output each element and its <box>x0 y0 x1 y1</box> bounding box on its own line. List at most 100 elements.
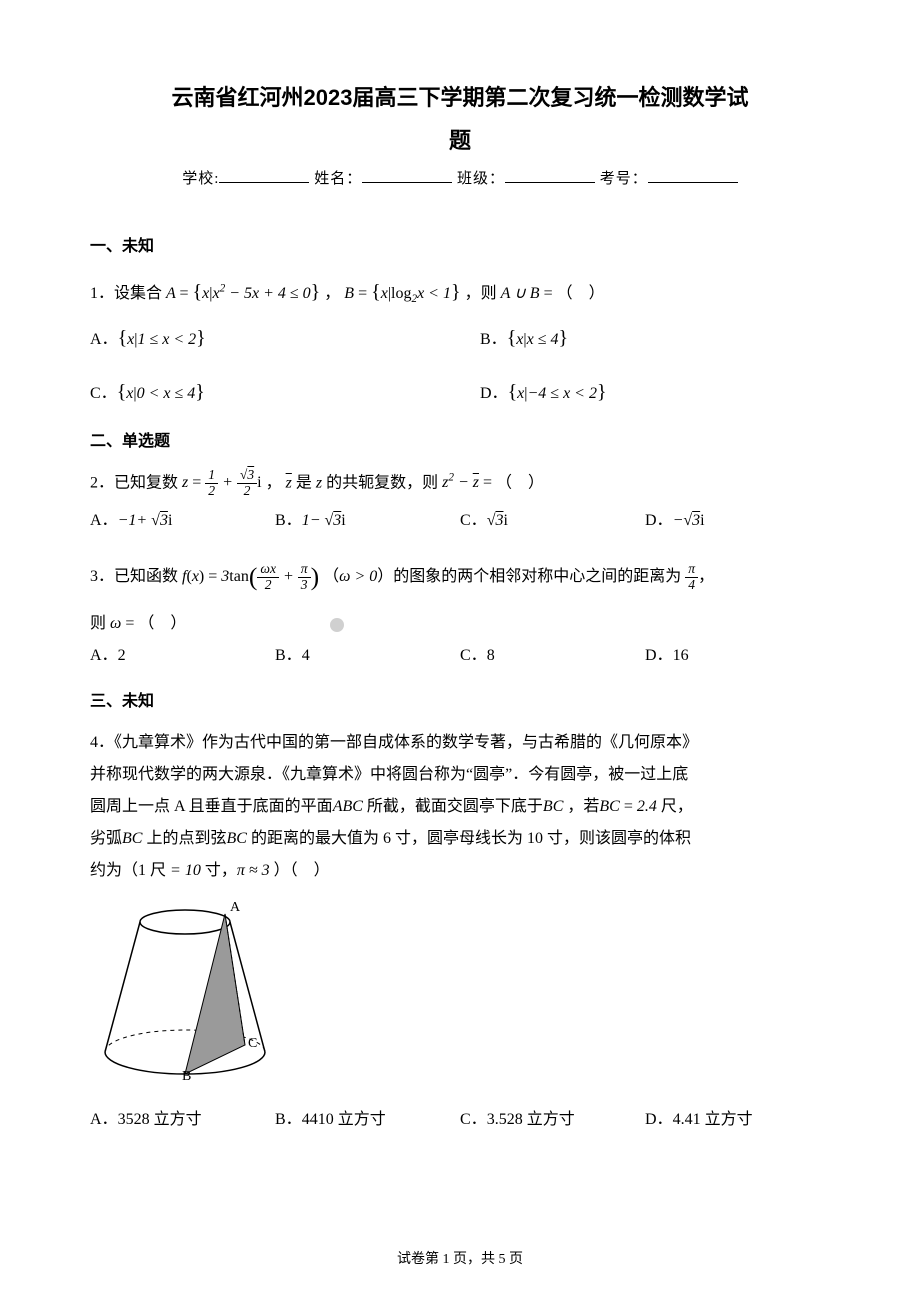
q4-t3a: 圆周上一点 A 且垂直于底面的平面 <box>90 798 333 815</box>
q1-text-a: 设集合 <box>114 285 162 302</box>
q4-line4: 劣弧BC 上的点到弦BC 的距离的最大值为 6 寸，圆亭母线长为 10 寸，则该… <box>90 823 830 855</box>
q1-A-label: A． <box>90 331 118 348</box>
q4-pi3: π ≈ 3 <box>237 862 270 879</box>
q4-line5: 约为（1 尺 = 10 寸，π ≈ 3 ）（ ） <box>90 855 830 887</box>
q4-BC2: BC <box>122 830 142 847</box>
blank-school <box>219 169 309 183</box>
q4-eq10: = 10 <box>166 862 201 879</box>
q4-t5a: 约为（1 尺 <box>90 862 166 879</box>
figure-label-A: A <box>230 900 241 915</box>
q2-z: z <box>316 474 322 491</box>
q3-stem: 3．已知函数 f(x) = 3tan(ωx2 + π3) （ω > 0）的图象的… <box>90 551 830 602</box>
q2-A-tail: i <box>168 512 172 529</box>
blank-examno <box>648 169 738 183</box>
q1-D-label: D． <box>480 385 508 402</box>
page-footer: 试卷第 1 页，共 5 页 <box>0 1247 920 1272</box>
q2-blank: （ ） <box>496 474 544 491</box>
q2-options: A．−1+ √3i B．1− √3i C．√3i D．−√3i <box>90 505 830 537</box>
q4-C-val: 3.528 立方寸 <box>487 1111 575 1128</box>
label-school: 学校: <box>182 171 219 187</box>
q2-A-math: −1+ √3 <box>118 512 168 529</box>
q3-pi4: π4 <box>685 568 698 585</box>
q1-C-math: {x|0 < x ≤ 4} <box>117 385 205 402</box>
q2-B-label: B． <box>275 512 302 529</box>
q3-text-b: （ <box>323 568 339 585</box>
q1-blank: （ ） <box>557 285 605 302</box>
q1-option-B: B．{x|x ≤ 4} <box>480 318 830 358</box>
q3-B-label: B． <box>275 647 302 664</box>
q4-option-A: A．3528 立方寸 <box>90 1104 275 1136</box>
q4-option-C: C．3.528 立方寸 <box>460 1104 645 1136</box>
q3-text-c: ）的图象的两个相邻对称中心之间的距离为 <box>377 568 681 585</box>
exam-title-line1: 云南省红河州2023届高三下学期第二次复习统一检测数学试 <box>90 80 830 115</box>
q3-options: A．2 B．4 C．8 D．16 <box>90 640 830 672</box>
q2-D-math: −√3 <box>673 512 701 529</box>
q2-D-label: D． <box>645 512 673 529</box>
q3-A-val: 2 <box>118 647 126 664</box>
q2-B-math: 1− √3 <box>302 512 342 529</box>
q2-text-d: 的共轭复数，则 <box>326 474 438 491</box>
q3-option-A: A．2 <box>90 640 275 672</box>
q1-B-math: {x|x ≤ 4} <box>507 331 568 348</box>
q3-D-val: 16 <box>673 647 689 664</box>
q4-A-val: 3528 立方寸 <box>118 1111 202 1128</box>
figure-label-C: C <box>248 1036 257 1051</box>
q3-text-d: 则 <box>90 615 106 632</box>
q4-t5c: ）（ ） <box>274 862 330 879</box>
blank-name <box>362 169 452 183</box>
q1-text-c: ，则 <box>465 285 497 302</box>
q2-expr: z2 − z = <box>442 474 492 491</box>
q1-text-b: ， <box>324 285 340 302</box>
q2-C-tail: i <box>503 512 507 529</box>
q3-C-label: C． <box>460 647 487 664</box>
q1-set-A: A = {x|x2 − 5x + 4 ≤ 0} <box>166 285 320 302</box>
q2-A-label: A． <box>90 512 118 529</box>
q1-stem: 1．设集合 A = {x|x2 − 5x + 4 ≤ 0} ， B = {x|l… <box>90 272 830 312</box>
q3-stem-line2: 则 ω = （ ） <box>90 608 830 640</box>
q3-option-B: B．4 <box>275 640 460 672</box>
q4-t4c: 的距离的最大值为 6 寸，圆亭母线长为 10 寸，则该圆亭的体积 <box>251 830 691 847</box>
q4-line3: 圆周上一点 A 且垂直于底面的平面ABC 所截，截面交圆亭下底于BC ，若BC … <box>90 791 830 823</box>
q3-blank: （ ） <box>138 615 186 632</box>
q4-t5b: 寸， <box>205 862 237 879</box>
question-2: 2．已知复数 z = 12 + √32i ， z 是 z 的共轭复数，则 z2 … <box>90 467 830 537</box>
q2-option-D: D．−√3i <box>645 505 830 537</box>
q4-option-D: D．4.41 立方寸 <box>645 1104 830 1136</box>
q2-B-tail: i <box>341 512 345 529</box>
q2-text-b: ， <box>266 474 282 491</box>
q2-option-C: C．√3i <box>460 505 645 537</box>
q1-C-label: C． <box>90 385 117 402</box>
q4-t1: 《九章算术》作为古代中国的第一部自成体系的数学专著，与古希腊的《几何原本》 <box>114 734 698 751</box>
q2-stem: 2．已知复数 z = 12 + √32i ， z 是 z 的共轭复数，则 z2 … <box>90 467 830 499</box>
student-info-line: 学校: 姓名： 班级： 考号： <box>90 166 830 193</box>
figure-label-B: B <box>182 1069 191 1082</box>
exam-title-line2: 题 <box>90 123 830 158</box>
q4-line1: 4．《九章算术》作为古代中国的第一部自成体系的数学专著，与古希腊的《几何原本》 <box>90 727 830 759</box>
q2-option-B: B．1− √3i <box>275 505 460 537</box>
q1-option-C: C．{x|0 < x ≤ 4} <box>90 372 440 412</box>
q1-union: A ∪ B = <box>501 285 553 302</box>
q4-line2: 并称现代数学的两大源泉．《九章算术》中将圆台称为“圆亭”．今有圆亭，被一过上底 <box>90 759 830 791</box>
q2-text-c: 是 <box>296 474 312 491</box>
q4-t3b: 所截，截面交圆亭下底于 <box>367 798 543 815</box>
q3-number: 3． <box>90 568 114 585</box>
q1-set-B: B = {x|log2x < 1} <box>344 285 460 302</box>
q2-option-A: A．−1+ √3i <box>90 505 275 537</box>
q4-B-val: 4410 立方寸 <box>302 1111 386 1128</box>
q2-zbar: z <box>286 474 292 491</box>
q3-cond: ω > 0 <box>339 568 377 585</box>
q4-B-label: B． <box>275 1111 302 1128</box>
q2-text-a: 已知复数 <box>114 474 178 491</box>
q4-t4a: 劣弧 <box>90 830 122 847</box>
q2-D-tail: i <box>700 512 704 529</box>
answer-marker-icon <box>330 618 344 632</box>
q3-comma: ， <box>698 568 714 585</box>
q2-C-math: √3 <box>487 512 504 529</box>
q3-fx: f(x) = 3tan(ωx2 + π3) <box>182 568 319 585</box>
q4-t3d: 尺， <box>661 798 693 815</box>
section-2-heading: 二、单选题 <box>90 428 830 457</box>
question-1: 1．设集合 A = {x|x2 − 5x + 4 ≤ 0} ， B = {x|l… <box>90 272 830 412</box>
section-3-heading: 三、未知 <box>90 688 830 717</box>
q2-z-def: z = 12 + √32i <box>182 474 262 491</box>
q1-option-A: A．{x|1 ≤ x < 2} <box>90 318 440 358</box>
